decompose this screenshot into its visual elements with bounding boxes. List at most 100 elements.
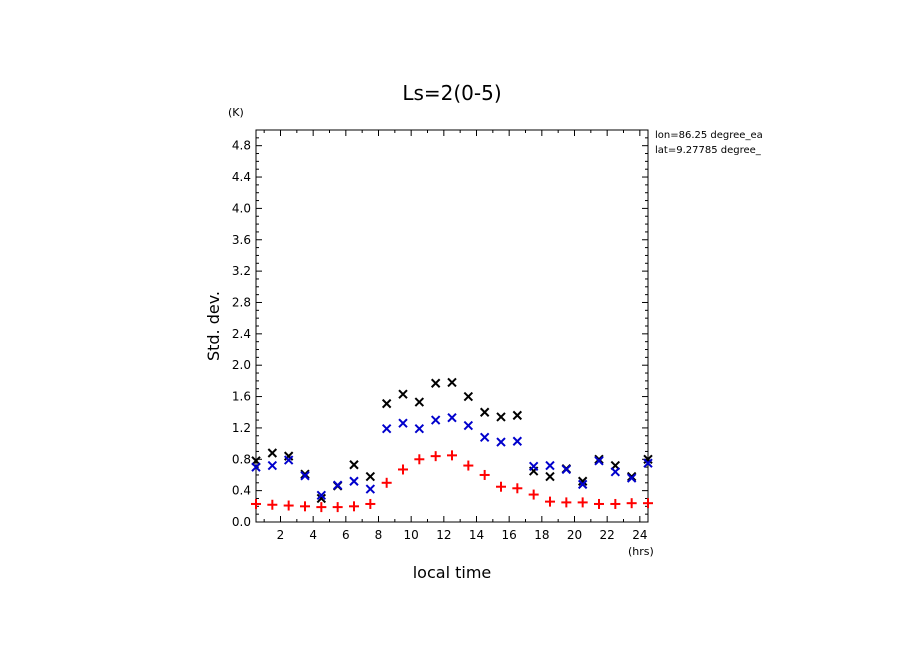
data-point	[300, 501, 310, 512]
x-tick-label: 2	[277, 528, 285, 542]
data-point	[316, 493, 327, 504]
x-tick-label: 8	[375, 528, 383, 542]
data-point	[316, 490, 327, 501]
y-tick-label: 1.2	[232, 421, 251, 435]
chart-title: Ls=2(0-5)	[402, 81, 501, 105]
data-point	[398, 389, 408, 399]
data-point	[496, 412, 506, 422]
data-point	[267, 448, 278, 458]
data-point	[267, 460, 278, 471]
data-point	[512, 436, 523, 446]
data-point	[430, 378, 441, 388]
y-tick-label: 2.0	[232, 358, 251, 372]
data-point	[594, 454, 604, 464]
data-point	[414, 454, 425, 465]
data-point	[626, 498, 637, 509]
data-point	[577, 497, 588, 508]
annotation-lat: lat=9.27785 degree_	[655, 145, 762, 156]
data-point	[496, 437, 506, 447]
data-point	[414, 397, 425, 407]
y-tick-label: 4.0	[232, 201, 251, 215]
x-unit-label: (hrs)	[628, 545, 654, 558]
data-point	[643, 458, 653, 468]
x-tick-label: 24	[632, 528, 647, 542]
x-tick-label: 4	[309, 528, 317, 542]
x-tick-label: 22	[600, 528, 615, 542]
data-point	[496, 481, 506, 492]
y-tick-label: 0.0	[232, 515, 251, 529]
data-point	[528, 461, 539, 472]
data-point	[594, 456, 604, 466]
data-point	[430, 415, 441, 425]
data-point	[381, 423, 392, 434]
y-tick-label: 1.6	[232, 390, 251, 404]
data-point	[643, 498, 653, 509]
data-point	[349, 501, 359, 512]
data-point	[545, 460, 555, 471]
x-tick-label: 20	[567, 528, 582, 542]
data-point	[398, 464, 408, 475]
y-tick-label: 2.4	[232, 327, 251, 341]
data-point	[512, 410, 523, 421]
data-point	[463, 460, 474, 471]
data-point	[561, 497, 572, 508]
y-tick-label: 0.4	[232, 484, 251, 498]
series-2	[251, 450, 653, 513]
data-point	[300, 469, 310, 479]
y-tick-label: 0.8	[232, 452, 251, 466]
data-point	[332, 480, 343, 490]
axis-ticks: 0.0 0.4 0.8 1.2 1.6 2.0 2.4 2.8 3.2 3.6 4.0 4.4 4.8 2…	[232, 129, 648, 542]
series-0	[251, 377, 653, 504]
data-point	[447, 377, 457, 388]
y-unit-label: (K)	[228, 106, 244, 119]
data-point	[545, 496, 555, 507]
data-point	[251, 462, 261, 472]
data-point	[479, 432, 490, 443]
data-point	[626, 473, 637, 483]
x-tick-label: 14	[469, 528, 484, 542]
y-tick-label: 2.8	[232, 295, 251, 309]
x-tick-label: 10	[404, 528, 419, 542]
data-point	[300, 471, 310, 481]
data-point	[479, 407, 490, 417]
x-axis-label: local time	[413, 563, 492, 582]
data-point	[381, 477, 392, 488]
data-point	[283, 500, 294, 511]
data-point	[512, 483, 523, 494]
y-axis-label: Std. dev.	[204, 291, 223, 361]
data-point	[365, 484, 376, 494]
data-point	[610, 498, 621, 509]
data-points	[251, 377, 653, 513]
x-tick-label: 18	[534, 528, 549, 542]
y-tick-label: 3.6	[232, 233, 251, 247]
data-point	[626, 471, 637, 482]
data-point	[447, 450, 457, 461]
data-point	[479, 469, 490, 480]
data-point	[349, 476, 359, 486]
series-1	[251, 413, 653, 501]
x-tick-label: 12	[436, 528, 451, 542]
plot-frame	[255, 129, 649, 523]
data-point	[447, 413, 457, 423]
data-point	[365, 498, 376, 509]
data-point	[463, 391, 474, 402]
data-point	[594, 498, 604, 509]
y-tick-label: 4.8	[232, 139, 251, 153]
data-point	[381, 398, 392, 409]
data-point	[316, 502, 327, 513]
data-point	[463, 420, 474, 431]
x-tick-label: 16	[502, 528, 517, 542]
data-point	[528, 489, 539, 500]
x-tick-label: 6	[342, 528, 350, 542]
data-point	[398, 418, 408, 428]
data-point	[332, 502, 343, 513]
data-point	[251, 498, 261, 509]
data-point	[430, 451, 441, 462]
data-point	[349, 460, 359, 470]
data-point	[545, 471, 555, 482]
data-point	[561, 464, 572, 475]
data-point	[610, 467, 621, 477]
data-point	[577, 476, 588, 486]
y-tick-label: 4.4	[232, 170, 251, 184]
